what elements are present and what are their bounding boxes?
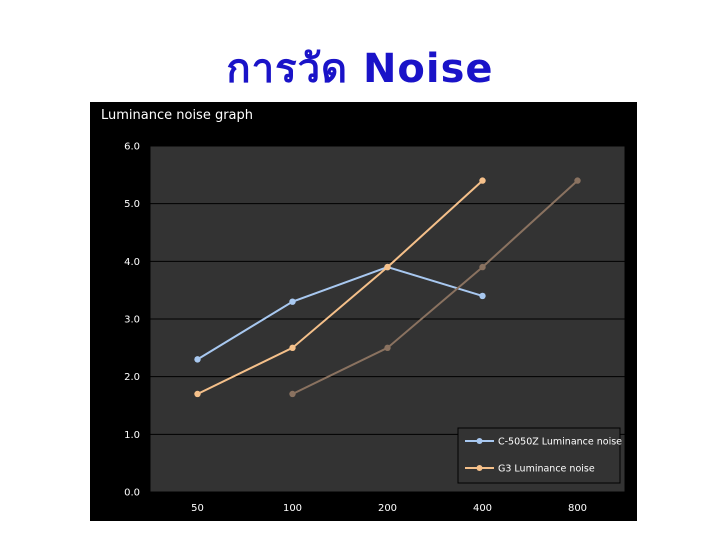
x-tick-label: 800 — [568, 503, 587, 514]
series-3 — [289, 177, 581, 398]
x-tick-label: 200 — [378, 503, 397, 514]
data-point — [289, 344, 296, 352]
y-tick-label: 6.0 — [124, 142, 140, 153]
data-point — [479, 177, 486, 184]
data-point — [289, 390, 296, 398]
legend: C-5050Z Luminance noise G3 Luminance nois… — [457, 427, 622, 484]
data-point — [194, 356, 201, 363]
legend-item: C-5050Z Luminance noise — [465, 437, 622, 448]
series-line — [196, 266, 483, 361]
data-point — [289, 298, 296, 305]
y-tick-label: 5.0 — [124, 199, 140, 210]
legend-item: G3 Luminance noise — [465, 464, 595, 475]
y-tick-label: 0.0 — [124, 488, 140, 499]
gridlines — [149, 145, 626, 493]
line-chart: 0.0 1.0 2.0 3.0 4.0 5.0 6.0 50 100 200 400 800 C-5… — [124, 142, 626, 514]
chart-title: Luminance noise graph — [101, 108, 254, 123]
y-axis-ticks: 0.0 1.0 2.0 3.0 4.0 5.0 6.0 — [124, 142, 140, 499]
legend-swatch-marker — [476, 438, 483, 444]
y-tick-label: 2.0 — [124, 372, 140, 383]
data-point — [384, 344, 391, 352]
legend-swatch-marker — [476, 465, 483, 471]
x-tick-label: 100 — [283, 503, 302, 514]
legend-label: C-5050Z Luminance noise — [498, 437, 622, 448]
legend-box — [457, 427, 621, 484]
legend-label: G3 Luminance noise — [498, 464, 595, 475]
series-layer — [194, 177, 581, 398]
x-axis-ticks: 50 100 200 400 800 — [191, 503, 587, 514]
chart-panel: Luminance noise graph 0.0 1.0 2.0 3.0 4.0 5.0… — [90, 102, 637, 521]
data-point — [479, 263, 486, 271]
y-tick-label: 1.0 — [124, 430, 140, 441]
data-point — [574, 177, 581, 184]
data-point — [194, 390, 201, 398]
slide-title: การวัด Noise — [226, 46, 494, 92]
series-2 — [194, 177, 486, 398]
series-line — [292, 179, 579, 395]
series-line — [197, 179, 484, 395]
x-tick-label: 400 — [473, 503, 492, 514]
y-tick-label: 3.0 — [124, 315, 140, 326]
x-tick-label: 50 — [191, 503, 204, 514]
data-point — [384, 263, 391, 271]
plot-border — [149, 145, 626, 493]
y-tick-label: 4.0 — [124, 257, 140, 268]
data-point — [479, 292, 486, 300]
